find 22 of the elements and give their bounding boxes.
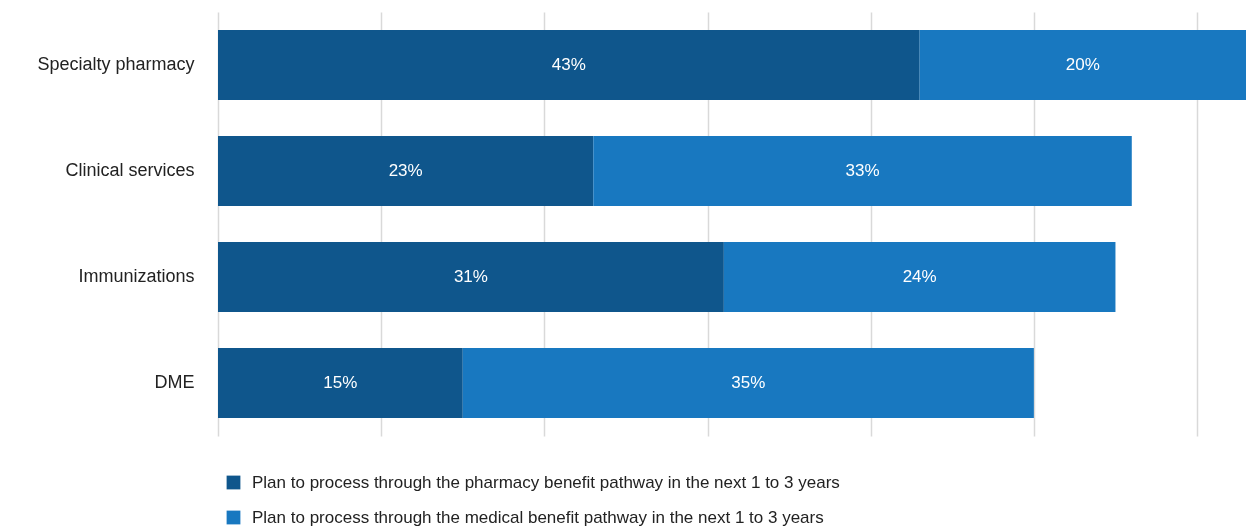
y-tick-label: Immunizations xyxy=(78,266,195,286)
data-label: 31% xyxy=(453,267,488,286)
y-tick-label: DME xyxy=(154,372,195,392)
data-label: 43% xyxy=(551,55,586,74)
y-tick-label: Clinical services xyxy=(65,160,195,180)
data-label: 23% xyxy=(388,161,423,180)
data-label: 24% xyxy=(902,267,937,286)
bar xyxy=(218,30,920,100)
legend-label: Plan to process through the medical benefit pathway in the next 1 to 3 years xyxy=(252,507,824,527)
data-label: 35% xyxy=(731,373,766,392)
bar xyxy=(218,348,463,418)
bar xyxy=(462,348,1034,418)
bar xyxy=(218,136,594,206)
data-label: 15% xyxy=(323,373,358,392)
bar xyxy=(218,242,724,312)
bar xyxy=(593,136,1132,206)
data-label: 33% xyxy=(845,161,880,180)
bar xyxy=(723,242,1116,312)
legend-label: Plan to process through the pharmacy benefit pathway in the next 1 to 3 years xyxy=(252,472,840,492)
y-tick-label: Specialty pharmacy xyxy=(37,54,195,74)
bar xyxy=(919,30,1246,100)
data-label: 20% xyxy=(1065,55,1100,74)
